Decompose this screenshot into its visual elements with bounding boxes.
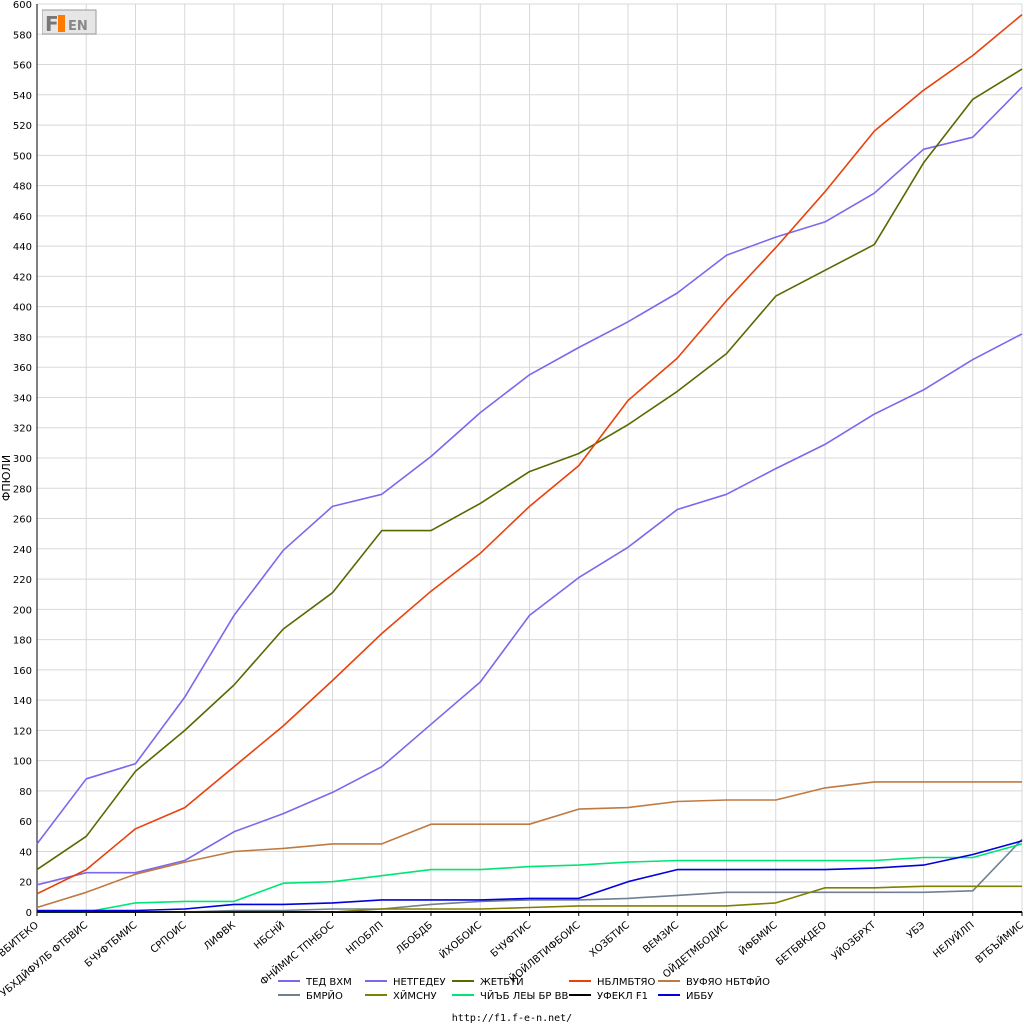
y-tick-label: 200 (13, 605, 32, 616)
y-tick-label: 120 (13, 726, 32, 737)
y-tick-label: 520 (13, 121, 32, 132)
y-tick-label: 440 (13, 242, 32, 253)
legend-label: НБЛМБТЯО (597, 977, 655, 988)
legend: ТЕД ВХМ НЕТГЕДЕУ ЖЕТБТЙ НБЛМБТЯО ВУФЯО НБТФЙ… (278, 975, 770, 1002)
series-line (36, 781, 1022, 909)
series-line (37, 843, 1023, 913)
y-tick-label: 580 (13, 30, 32, 41)
svg-text:F: F (45, 12, 59, 36)
legend-label: НЕТГЕДЕУ (393, 977, 446, 988)
y-tick-label: 260 (13, 515, 32, 526)
y-tick-label: 20 (19, 878, 32, 889)
y-tick-label: 140 (13, 696, 32, 707)
legend-label: ХЙМСНУ (393, 989, 437, 1002)
y-tick-label: 160 (13, 666, 32, 677)
legend-label: ЖЕТБТЙ (480, 975, 524, 988)
grid (36, 3, 1023, 913)
series-line (36, 333, 1023, 886)
y-tick-label: 240 (13, 545, 32, 556)
y-ticks: 0 20 40 60 80 100 120 140 160 180 200 220 240 260 280 3… (13, 0, 32, 919)
f1fen-logo: F EN (41, 6, 100, 38)
legend-label: ТЕД ВХМ (305, 977, 352, 988)
svg-text:EN: EN (68, 19, 88, 34)
legend-label: УФЕКЛ F1 (597, 991, 648, 1002)
y-tick-label: 540 (13, 91, 32, 102)
footer-url[interactable]: http://f1.f-e-n.net/ (452, 1013, 572, 1024)
y-tick-label: 100 (13, 757, 32, 768)
series-line (36, 13, 1023, 895)
y-tick-label: 360 (13, 363, 32, 374)
series-line (36, 86, 1023, 845)
series-line (36, 68, 1023, 871)
y-tick-label: 40 (19, 847, 32, 858)
y-tick-label: 460 (13, 212, 32, 223)
legend-label: БМРЙО (306, 989, 343, 1002)
y-tick-label: 80 (19, 787, 32, 798)
y-tick-label: 60 (19, 817, 32, 828)
y-tick-label: 340 (13, 393, 32, 404)
legend-label: ИББУ (686, 991, 713, 1002)
y-tick-label: 420 (13, 272, 32, 283)
y-tick-label: 0 (26, 908, 32, 919)
y-tick-label: 380 (13, 333, 32, 344)
y-tick-label: 500 (13, 151, 32, 162)
y-tick-label: 320 (13, 424, 32, 435)
legend-label: ВУФЯО НБТФЙО (686, 975, 770, 988)
y-tick-label: 220 (13, 575, 32, 586)
y-tick-label: 180 (13, 636, 32, 647)
y-axis-label: ФПЮЛИ (0, 455, 13, 501)
legend-label: ЧЙЪБ ЛЕЫ БР ВВ (480, 989, 568, 1002)
y-tick-label: 400 (13, 303, 32, 314)
series-lines (36, 13, 1023, 913)
y-tick-label: 480 (13, 182, 32, 193)
y-tick-label: 600 (13, 0, 32, 11)
series-line (37, 840, 1023, 912)
y-tick-label: 280 (13, 484, 32, 495)
y-tick-label: 560 (13, 61, 32, 72)
y-tick-label: 300 (13, 454, 32, 465)
